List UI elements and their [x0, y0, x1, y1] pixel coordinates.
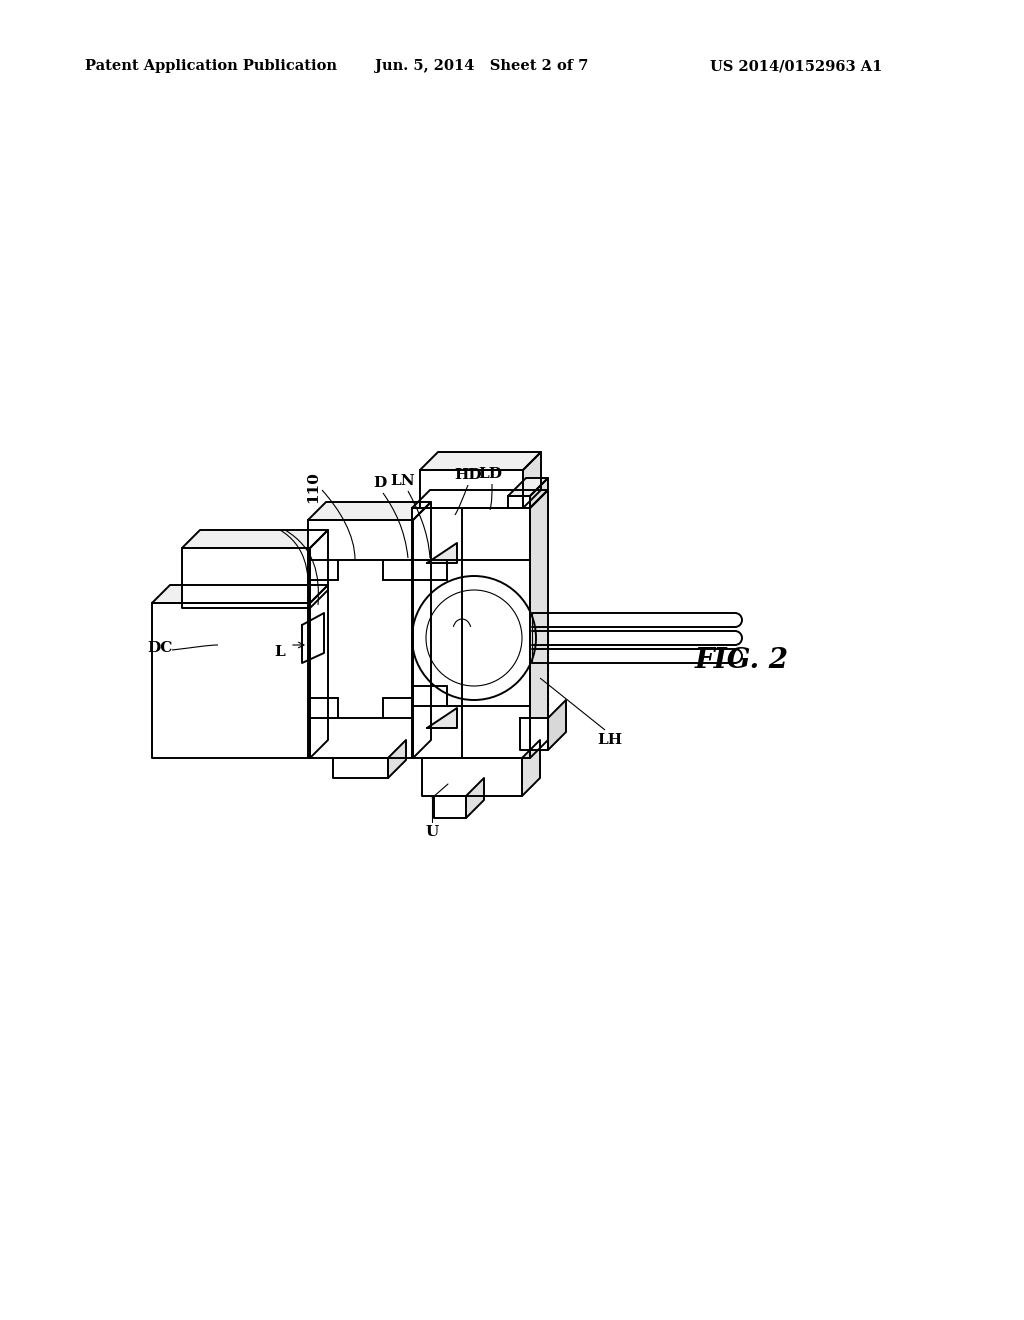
Polygon shape	[466, 777, 484, 818]
Text: LD: LD	[478, 467, 502, 480]
Polygon shape	[152, 603, 310, 758]
Polygon shape	[427, 543, 457, 564]
Polygon shape	[302, 612, 324, 663]
Polygon shape	[333, 758, 388, 777]
Polygon shape	[530, 490, 548, 758]
Text: HD: HD	[455, 469, 482, 482]
Polygon shape	[152, 585, 328, 603]
Polygon shape	[523, 451, 541, 508]
Text: D: D	[374, 477, 387, 490]
Text: LN: LN	[391, 474, 416, 488]
Text: Patent Application Publication: Patent Application Publication	[85, 59, 337, 73]
Text: L: L	[274, 645, 286, 659]
Polygon shape	[530, 478, 548, 508]
Polygon shape	[508, 478, 548, 496]
Polygon shape	[412, 490, 548, 508]
Polygon shape	[310, 531, 328, 609]
Polygon shape	[182, 531, 328, 548]
Polygon shape	[310, 585, 328, 758]
Polygon shape	[434, 796, 466, 818]
Text: US 2014/0152963 A1: US 2014/0152963 A1	[710, 59, 883, 73]
Text: DC: DC	[147, 642, 173, 655]
Polygon shape	[182, 548, 310, 609]
Polygon shape	[413, 502, 431, 758]
Polygon shape	[548, 700, 566, 750]
Polygon shape	[520, 718, 548, 750]
Polygon shape	[420, 451, 541, 470]
Polygon shape	[388, 741, 406, 777]
Text: U: U	[425, 825, 438, 840]
Text: 110: 110	[306, 471, 319, 503]
Polygon shape	[308, 520, 413, 758]
Polygon shape	[420, 470, 523, 508]
Polygon shape	[508, 496, 530, 508]
Polygon shape	[308, 502, 431, 520]
Polygon shape	[427, 708, 457, 729]
Polygon shape	[422, 758, 522, 796]
Polygon shape	[412, 508, 530, 758]
Text: FIG. 2: FIG. 2	[695, 647, 790, 673]
Text: LH: LH	[597, 733, 623, 747]
Text: Jun. 5, 2014   Sheet 2 of 7: Jun. 5, 2014 Sheet 2 of 7	[375, 59, 589, 73]
Polygon shape	[522, 741, 540, 796]
